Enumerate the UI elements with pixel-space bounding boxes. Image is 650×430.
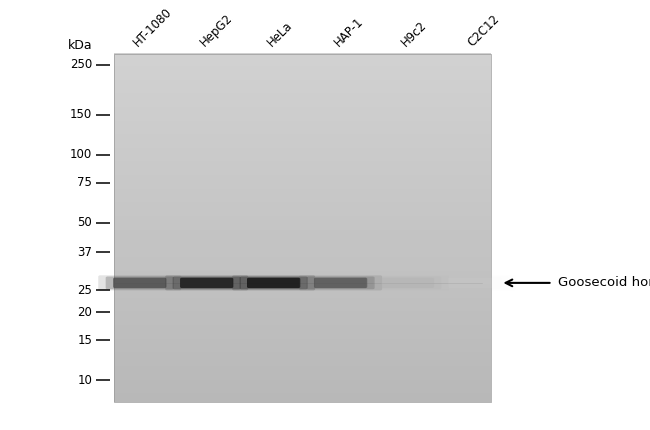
Text: 10: 10 [77,374,92,387]
FancyBboxPatch shape [173,276,240,289]
FancyBboxPatch shape [299,275,382,290]
Text: 150: 150 [70,108,92,121]
FancyBboxPatch shape [106,276,174,289]
Text: Goosecoid homeobox: Goosecoid homeobox [558,276,650,289]
FancyBboxPatch shape [247,278,300,288]
FancyBboxPatch shape [314,278,367,288]
FancyBboxPatch shape [366,275,449,290]
FancyBboxPatch shape [232,275,315,290]
Text: C2C12: C2C12 [465,12,502,49]
FancyBboxPatch shape [113,278,166,288]
FancyBboxPatch shape [165,275,248,290]
Text: 15: 15 [77,334,92,347]
Text: HepG2: HepG2 [198,12,235,49]
Text: HT-1080: HT-1080 [131,6,174,49]
Text: 100: 100 [70,148,92,161]
Text: HeLa: HeLa [265,19,294,49]
Text: 50: 50 [77,216,92,229]
FancyBboxPatch shape [381,278,434,288]
FancyBboxPatch shape [374,276,441,289]
FancyBboxPatch shape [98,275,181,290]
Text: 20: 20 [77,306,92,319]
Bar [114,54,491,402]
Text: 250: 250 [70,58,92,71]
Text: H9c2: H9c2 [398,19,429,49]
FancyBboxPatch shape [307,276,374,289]
FancyBboxPatch shape [240,276,307,289]
Text: 37: 37 [77,246,92,258]
Text: 25: 25 [77,284,92,297]
FancyBboxPatch shape [448,278,501,288]
FancyBboxPatch shape [180,278,233,288]
Text: HAP-1: HAP-1 [332,15,365,49]
Text: kDa: kDa [68,39,92,52]
Text: 75: 75 [77,176,92,189]
